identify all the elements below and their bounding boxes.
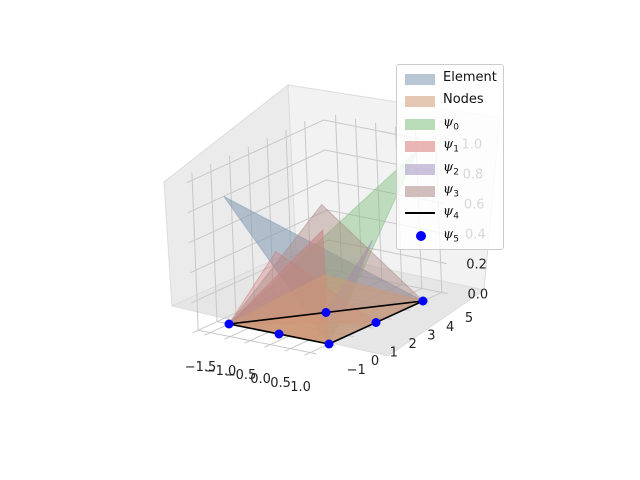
legend-item: ψ1 [403, 136, 503, 156]
node-point [324, 339, 334, 349]
legend-patch [405, 96, 435, 108]
y-tick-label: 4 [446, 320, 454, 335]
nodes [224, 296, 428, 349]
legend-item: ψ4 [403, 203, 503, 223]
x-tick-label: −1.5 [185, 360, 217, 375]
y-tick-label: 2 [408, 337, 416, 352]
y-tick-label: 1 [390, 346, 398, 361]
y-tick-label: 5 [465, 311, 473, 326]
x-tick-label: 0.5 [270, 376, 291, 391]
legend-item: Element [403, 69, 503, 89]
legend: Element Nodes ψ0 ψ1 ψ2 ψ3 ψ4 ψ5 [396, 64, 504, 250]
legend-item: Nodes [403, 91, 503, 111]
node-point [371, 318, 381, 327]
node-point [274, 329, 284, 339]
legend-patch [405, 163, 435, 175]
legend-patch [405, 141, 435, 153]
y-tick-label: −1 [347, 363, 366, 378]
legend-patch [405, 186, 435, 197]
node-point [418, 296, 428, 306]
legend-patch [405, 74, 435, 85]
legend-item: ψ5 [403, 226, 503, 246]
legend-label: ψ5 [443, 226, 459, 245]
x-tick-label: −1.0 [205, 364, 237, 379]
legend-label: ψ0 [443, 114, 459, 133]
legend-label: Element [443, 70, 497, 85]
x-tick-label: 1.0 [290, 380, 311, 395]
legend-item: ψ3 [403, 181, 503, 201]
legend-label: ψ3 [443, 182, 459, 200]
legend-dot [416, 230, 426, 241]
y-tick-label: 0 [371, 354, 379, 369]
legend-label: ψ1 [443, 137, 459, 155]
legend-item: ψ0 [403, 114, 503, 134]
x-tick-label: −0.5 [225, 368, 257, 383]
node-point [321, 308, 331, 317]
z-tick-label: 0.0 [467, 288, 488, 303]
legend-patch [405, 118, 435, 130]
node-point [224, 319, 234, 329]
legend-label: ψ4 [443, 204, 459, 222]
z-tick-label: 0.2 [466, 258, 487, 273]
legend-line [405, 212, 435, 215]
y-tick-label: 3 [427, 328, 435, 343]
legend-label: Nodes [443, 92, 484, 108]
x-tick-label: 0.0 [250, 372, 271, 387]
grid-line-z [191, 239, 447, 304]
legend-item: ψ2 [403, 159, 503, 179]
legend-label: ψ2 [443, 159, 459, 178]
